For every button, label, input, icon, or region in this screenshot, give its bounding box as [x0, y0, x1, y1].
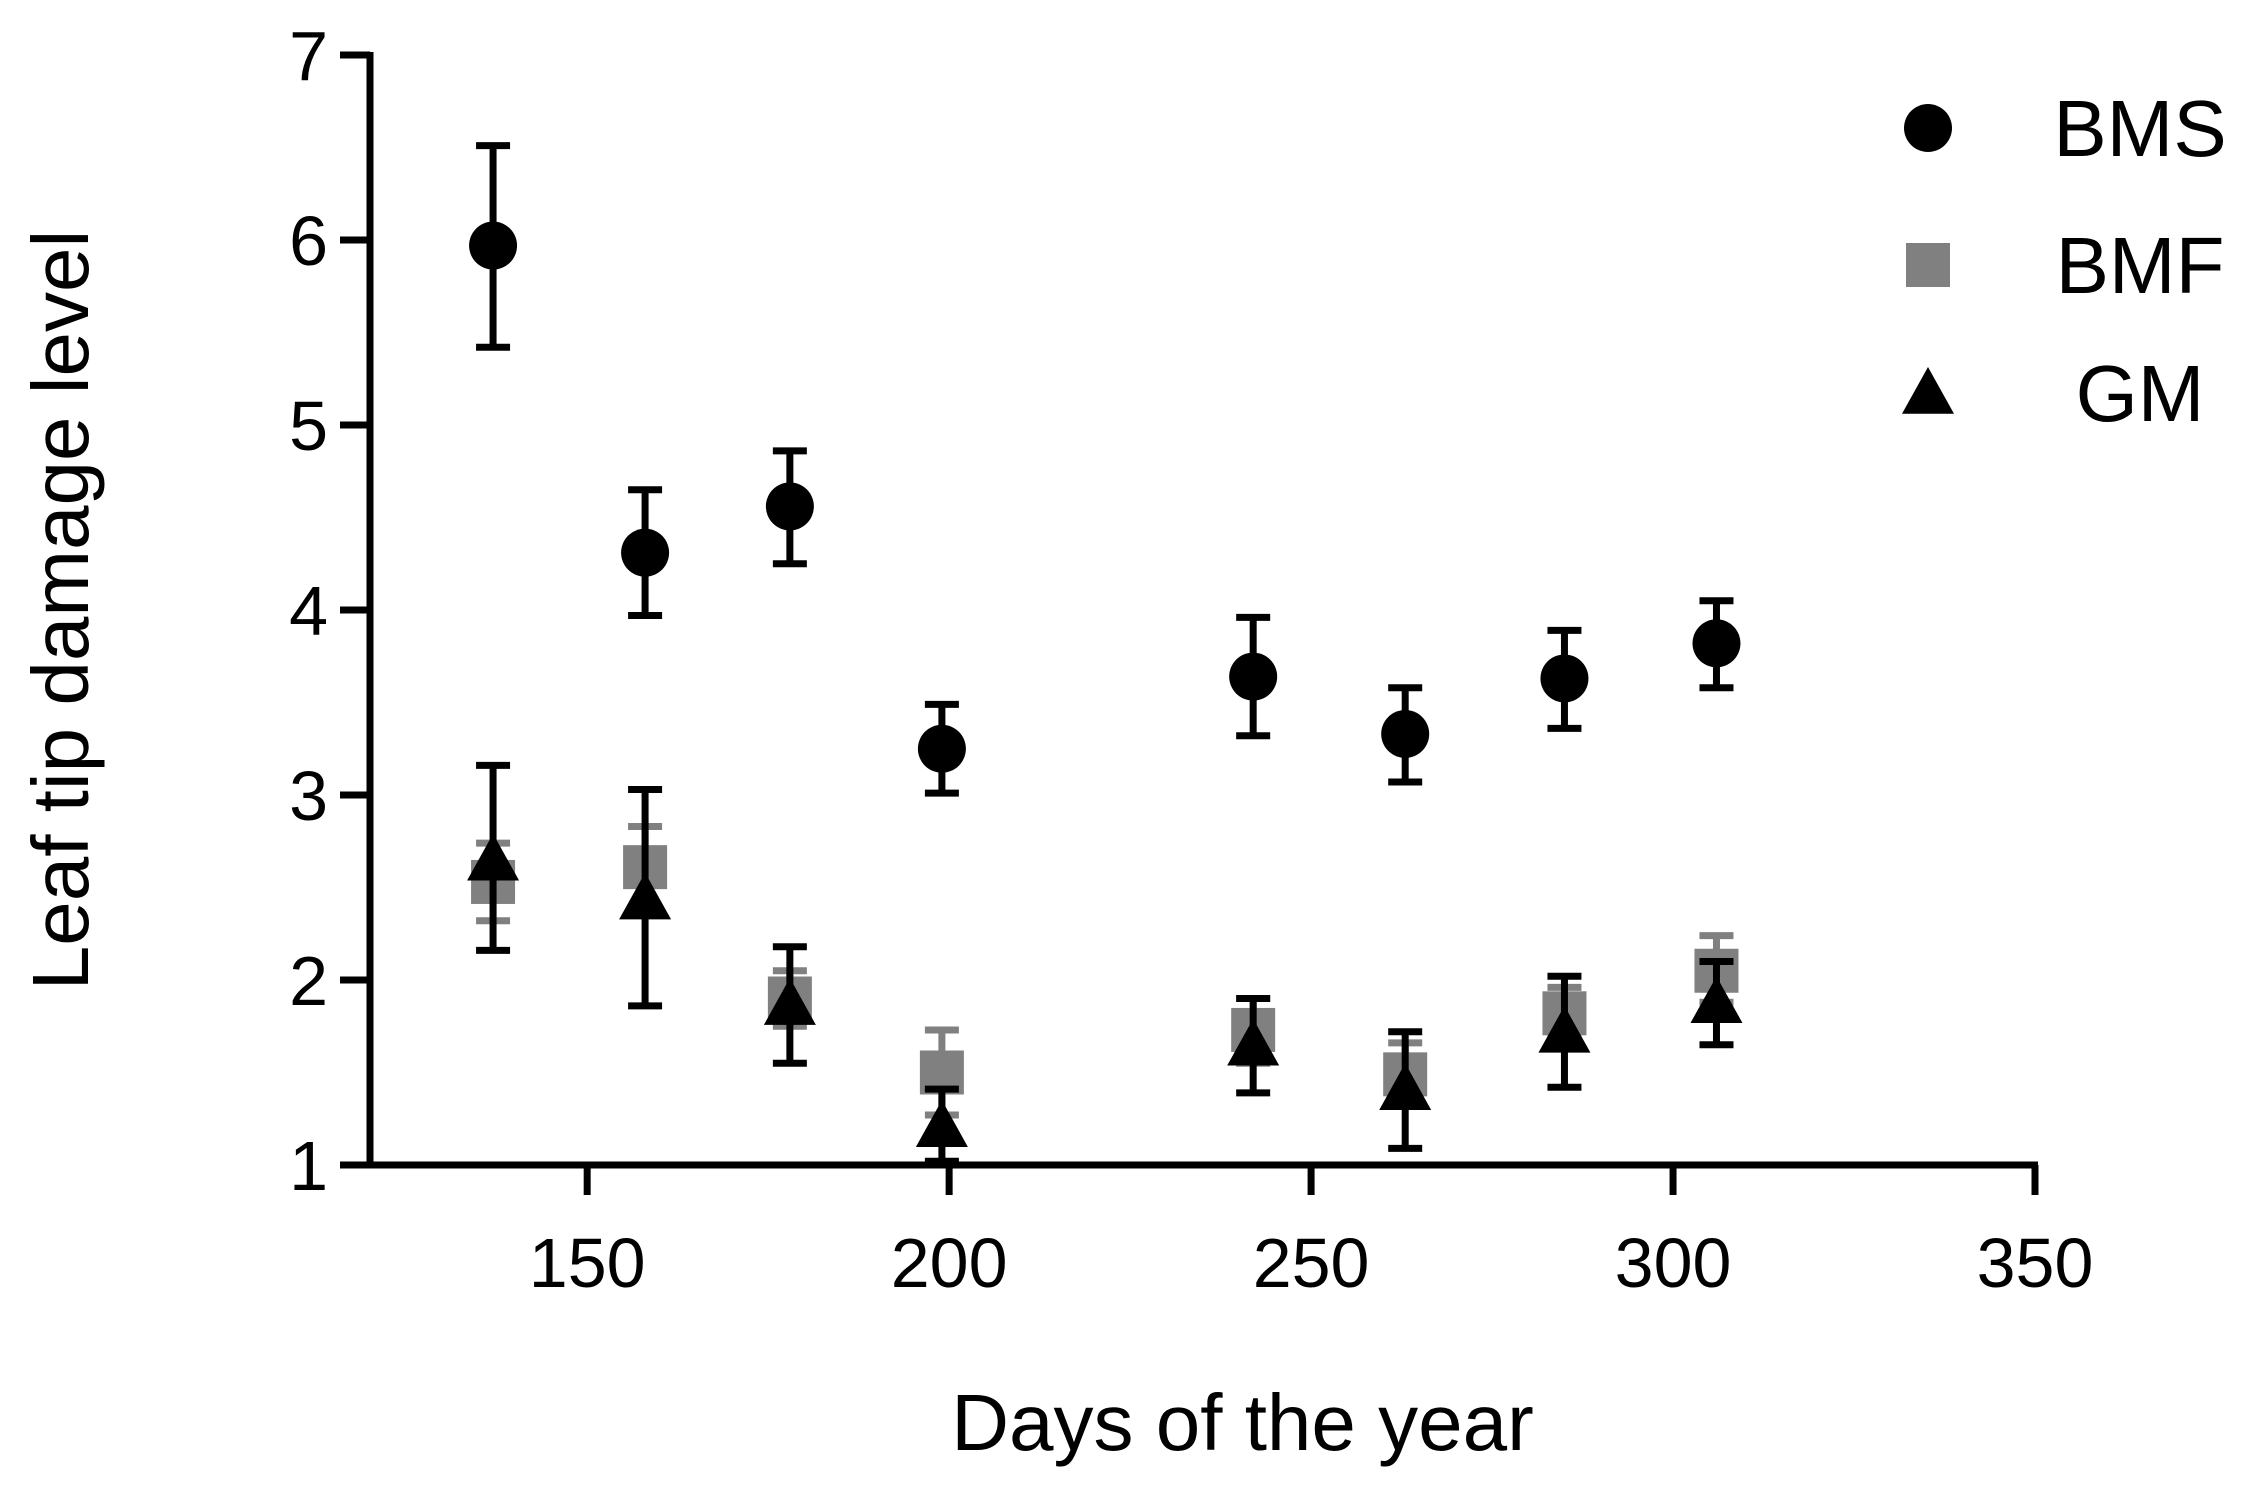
circle-marker	[917, 724, 966, 773]
y-axis-ticks: 1 2 3 4 5 6 7	[289, 17, 370, 1205]
data-point	[467, 761, 520, 954]
legend-circle-icon	[1904, 104, 1952, 152]
legend-label: GM	[2076, 349, 2205, 438]
legend-square-icon	[1906, 243, 1950, 287]
x-tick-label: 150	[529, 1224, 646, 1302]
x-tick-label: 350	[1977, 1224, 2094, 1302]
triangle-marker	[1538, 1005, 1591, 1053]
data-point	[469, 142, 518, 351]
series-bmf	[471, 822, 1739, 1119]
x-tick-label: 300	[1615, 1224, 1732, 1302]
data-point	[763, 943, 816, 1067]
triangle-marker	[915, 1100, 968, 1147]
axes: 1 2 3 4 5 6 7 150 200 250 300 350	[289, 17, 2093, 1302]
y-tick-label: 7	[289, 17, 328, 95]
series-bms	[469, 142, 1741, 797]
circle-marker	[1381, 709, 1430, 758]
circle-marker	[621, 528, 670, 577]
legend-label: BMS	[2053, 84, 2226, 173]
y-tick-label: 2	[289, 942, 328, 1020]
data-point	[1227, 995, 1280, 1097]
x-axis-title: Days of the year	[951, 1378, 1534, 1467]
circle-marker	[1540, 654, 1589, 703]
triangle-marker	[1379, 1063, 1432, 1110]
legend-label: BMF	[2056, 221, 2225, 310]
data-point	[621, 486, 670, 620]
data-point	[1692, 597, 1741, 692]
plot-area	[467, 142, 1743, 1165]
data-point	[1538, 972, 1591, 1091]
triangle-marker	[467, 833, 520, 881]
data-point	[1229, 613, 1278, 740]
data-point	[917, 700, 966, 797]
data-point	[765, 447, 814, 568]
x-axis-ticks: 150 200 250 300 350	[529, 1165, 2094, 1302]
triangle-marker	[1227, 1018, 1280, 1066]
x-tick-label: 200	[891, 1224, 1008, 1302]
legend-item-bmf: BMF	[1906, 221, 2224, 310]
y-axis-title: Leaf tip damage level	[16, 230, 105, 991]
x-tick-label: 250	[1253, 1224, 1370, 1302]
data-point	[619, 785, 672, 1010]
triangle-marker	[619, 872, 672, 920]
data-point	[1379, 1028, 1432, 1152]
circle-marker	[469, 221, 518, 270]
circle-marker	[1229, 652, 1278, 701]
legend-item-bms: BMS	[1904, 84, 2227, 173]
data-point	[1381, 684, 1430, 786]
series-gm	[467, 761, 1743, 1165]
data-point	[1690, 958, 1743, 1049]
y-tick-label: 3	[289, 757, 328, 835]
circle-marker	[765, 482, 814, 531]
data-point	[915, 1085, 968, 1165]
data-point	[1540, 626, 1589, 732]
legend-item-gm: GM	[1902, 349, 2204, 438]
y-tick-label: 5	[289, 387, 328, 465]
y-tick-label: 4	[289, 572, 328, 650]
triangle-marker	[1690, 976, 1743, 1023]
y-tick-label: 6	[289, 202, 328, 280]
legend: BMS BMF GM	[1902, 84, 2227, 438]
circle-marker	[1692, 619, 1741, 668]
y-tick-label: 1	[289, 1127, 328, 1205]
triangle-marker	[763, 978, 816, 1025]
legend-triangle-icon	[1902, 367, 1954, 414]
